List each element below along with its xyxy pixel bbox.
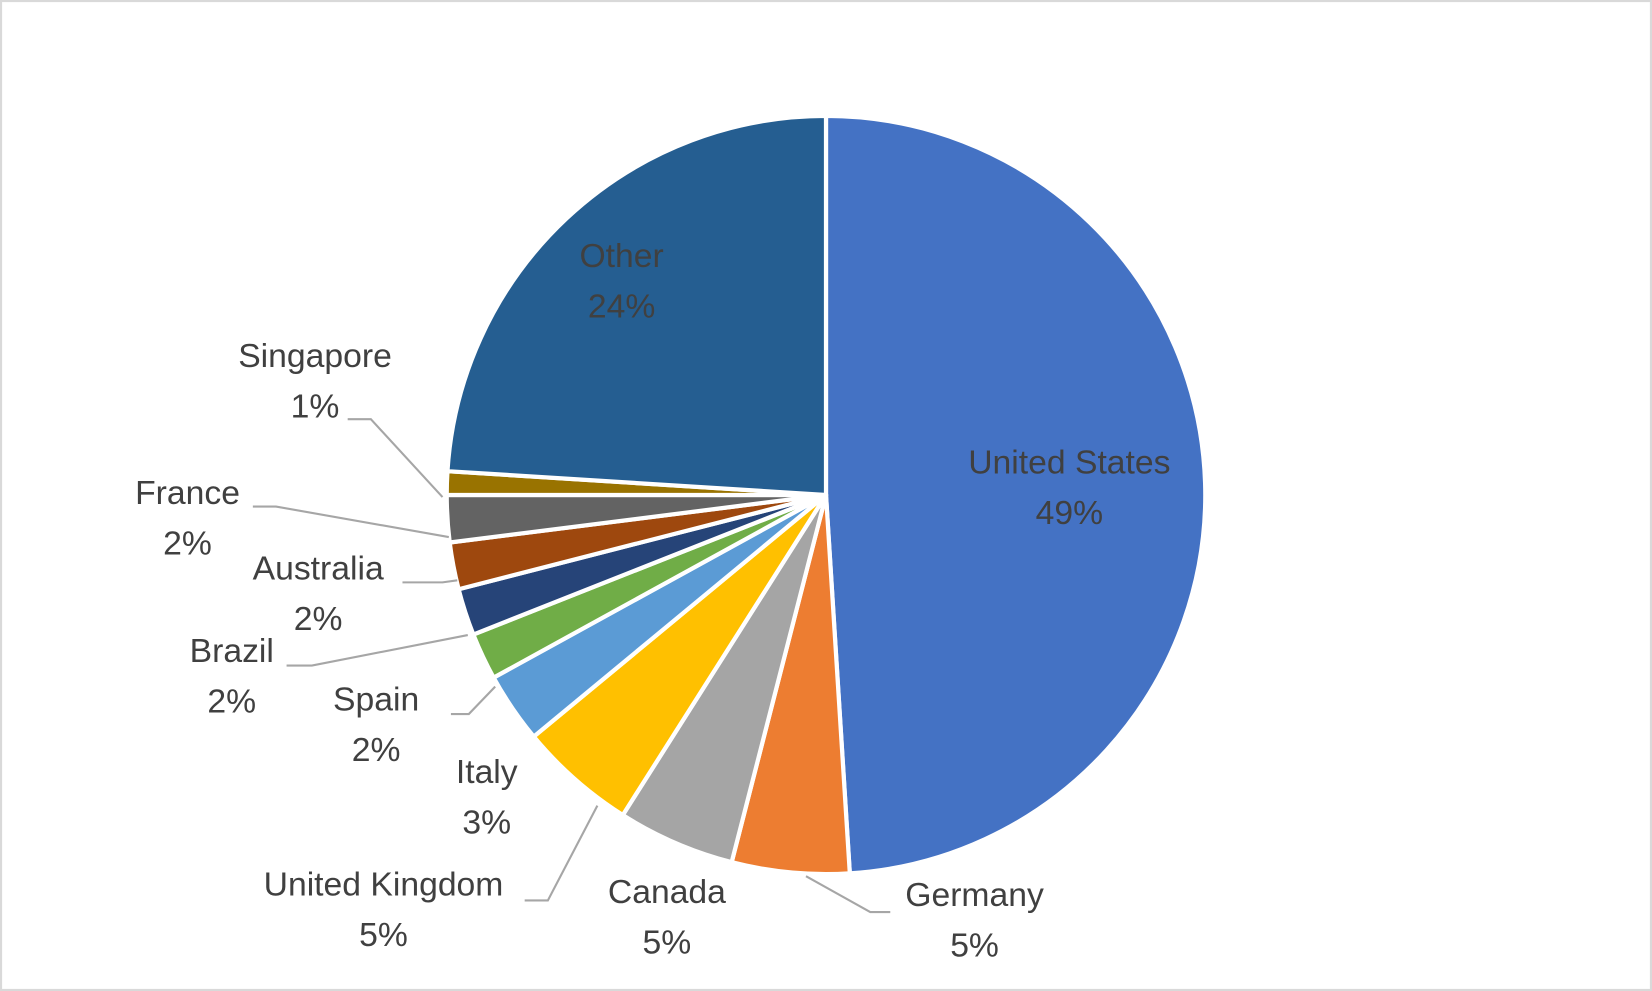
leader-line (524, 805, 599, 902)
leader-lines (252, 418, 891, 914)
category-label: Singapore (238, 337, 392, 375)
category-label: Brazil (190, 632, 274, 670)
leader-line (805, 875, 891, 914)
category-label: Germany (905, 876, 1044, 914)
category-label: Italy (456, 753, 518, 791)
value-label: 3% (462, 804, 511, 842)
pie-slice (823, 113, 1208, 876)
leader-line (252, 505, 450, 539)
value-label: 24% (588, 287, 655, 325)
data-labels: United States 49% Germany 5% Canada 5% United … (135, 237, 1170, 965)
pie-slice (445, 113, 829, 498)
leader-line (286, 634, 468, 667)
value-label: 2% (163, 524, 212, 562)
leader-line (347, 418, 444, 498)
value-label: 5% (643, 924, 692, 962)
value-label: 49% (1036, 494, 1103, 532)
category-label: France (135, 474, 240, 512)
category-label: Other (579, 237, 663, 275)
category-label: United States (968, 443, 1170, 481)
category-label: United Kingdom (264, 866, 504, 904)
value-label: 2% (207, 682, 256, 720)
value-label: 5% (950, 927, 999, 965)
value-label: 2% (294, 600, 343, 638)
leader-line (450, 685, 496, 716)
value-label: 5% (359, 916, 408, 954)
pie (444, 113, 1208, 877)
value-label: 2% (352, 731, 401, 769)
value-label: 1% (291, 388, 340, 426)
category-label: Australia (253, 550, 384, 588)
category-label: Spain (333, 680, 419, 718)
leader-line (402, 579, 458, 584)
category-label: Canada (608, 873, 726, 911)
